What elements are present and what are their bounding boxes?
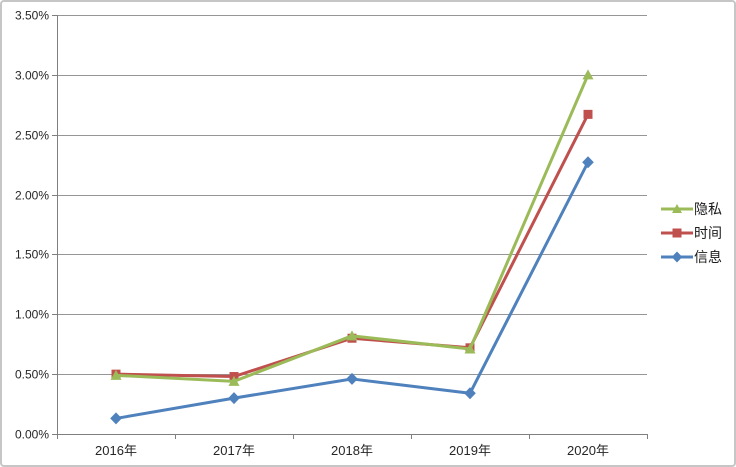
y-tick-label: 0.50% bbox=[15, 368, 49, 382]
legend-diamond-icon bbox=[661, 251, 693, 263]
y-tick-label: 1.00% bbox=[15, 308, 49, 322]
y-tick-label: 1.50% bbox=[15, 248, 49, 262]
legend-square-icon bbox=[661, 228, 693, 238]
legend: 隐私 时间 信息 bbox=[660, 199, 722, 267]
legend-label-information: 信息 bbox=[694, 249, 722, 265]
x-tick-label: 2019年 bbox=[449, 443, 491, 458]
legend-label-time: 时间 bbox=[694, 225, 722, 241]
legend-item-time: 时间 bbox=[660, 223, 722, 243]
marker-privacy bbox=[346, 330, 358, 341]
x-tick-label: 2020年 bbox=[567, 443, 609, 458]
marker-privacy bbox=[110, 369, 122, 380]
x-tick-label: 2018年 bbox=[331, 443, 373, 458]
y-tick-label: 2.50% bbox=[15, 129, 49, 143]
x-tick-label: 2016年 bbox=[95, 443, 137, 458]
marker-information bbox=[582, 156, 594, 169]
legend-item-information: 信息 bbox=[660, 247, 722, 267]
marker-privacy bbox=[464, 343, 476, 354]
marker-information bbox=[346, 372, 358, 385]
marker-privacy bbox=[228, 375, 240, 386]
legend-label-privacy: 隐私 bbox=[694, 201, 722, 217]
x-tick-label: 2017年 bbox=[213, 443, 255, 458]
y-tick-label: 2.00% bbox=[15, 189, 49, 203]
marker-time bbox=[583, 109, 593, 119]
legend-item-privacy: 隐私 bbox=[660, 199, 722, 219]
y-tick-label: 3.00% bbox=[15, 69, 49, 83]
marker-information bbox=[228, 392, 240, 405]
marker-information bbox=[464, 387, 476, 400]
y-tick-label: 0.00% bbox=[15, 428, 49, 442]
marker-information bbox=[110, 412, 122, 425]
y-tick-label: 3.50% bbox=[15, 9, 49, 23]
marker-privacy bbox=[582, 69, 594, 80]
legend-triangle-icon bbox=[661, 204, 693, 213]
